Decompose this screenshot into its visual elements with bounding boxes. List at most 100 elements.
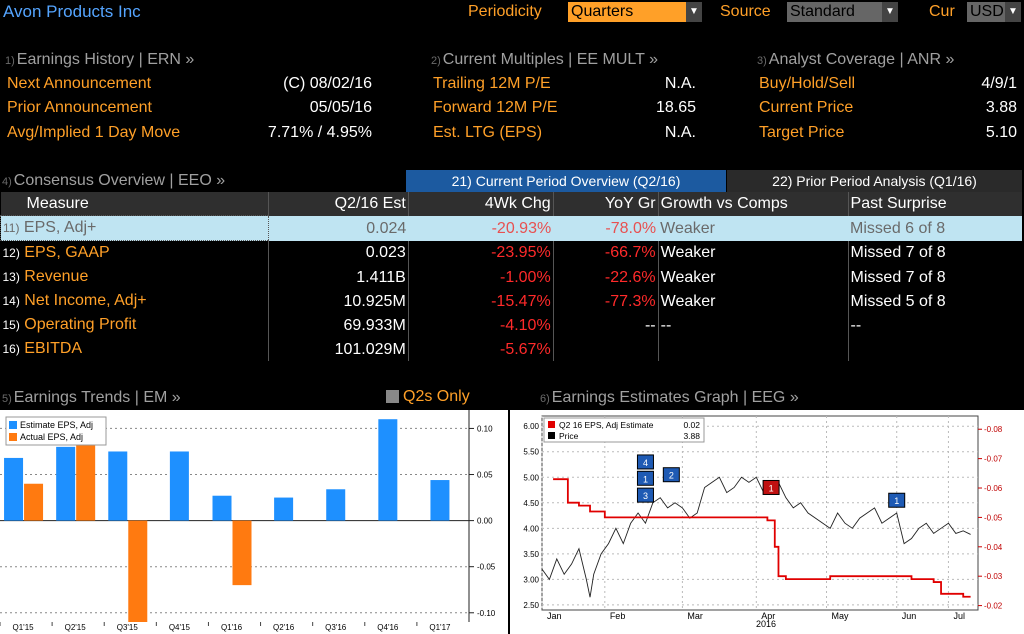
left-y-ticks: 6.00 5.50 5.00 4.50 4.00 3.50 3.00 2.50 [523,422,539,610]
x-tick-label: Feb [610,611,626,621]
section-number: 5) [2,393,12,405]
row-number: 16) [2,342,20,356]
earnings-trends-title-text: Earnings Trends | EM » [13,389,181,406]
event-marker[interactable] [762,479,780,495]
yoy-cell: -77.3% [552,289,659,313]
x-tick-label: Jan [547,611,562,621]
yoy-cell: -66.7% [552,240,659,265]
periodicity-dropdown[interactable]: Quarters [568,2,686,22]
event-marker[interactable] [636,454,654,470]
est-cell: 69.933M [267,313,409,337]
right-tick-label: -0.05 [984,513,1003,522]
tab-prior-period[interactable]: 22) Prior Period Analysis (Q1/16) [727,170,1022,192]
column-header-measure[interactable]: Measure [0,192,269,216]
bar-estimate [430,480,450,521]
consensus-overview-title[interactable]: 4) Consensus Overview | EEO » [2,172,225,190]
table-row[interactable]: 11) EPS, Adj+ 0.024 -20.93% -78.0% Weake… [0,215,1022,241]
currency-dropdown-arrow-icon[interactable]: ▼ [1005,2,1021,22]
legend-label-price: Price [559,431,579,441]
source-dropdown-arrow-icon[interactable]: ▼ [882,2,898,22]
y-tick-label: 0.10 [477,424,493,433]
section-number: 4) [2,176,12,188]
next-announcement-label: Next Announcement [7,75,152,92]
legend-swatch-actual [9,433,17,441]
bar-estimate [212,495,232,521]
earnings-history-title[interactable]: 1) Earnings History | ERN » [5,51,194,69]
q2s-only-label[interactable]: Q2s Only [403,388,470,405]
left-tick-label: 4.00 [523,524,539,533]
left-tick-label: 5.50 [523,448,539,457]
left-tick-label: 3.00 [523,575,539,584]
left-tick-label: 6.00 [523,422,539,431]
section-number: 1) [5,55,15,67]
x-ticks: Jan Feb Mar Apr May Jun Jul [547,611,965,621]
consensus-overview-title-text: Consensus Overview | EEO » [13,172,226,189]
x-tick-label: Jul [953,611,965,621]
chg-cell: -4.10% [407,313,554,337]
table-row[interactable]: 13) Revenue 1.411B -1.00% -22.6% Weaker … [1,265,1022,289]
target-price-label: Target Price [759,124,845,141]
table-row[interactable]: 16) EBITDA 101.029M -5.67% [1,337,1022,361]
analyst-coverage-title-text: Analyst Coverage | ANR » [768,51,955,68]
x-tick-label: Q1'16 [221,623,243,632]
source-dropdown[interactable]: Standard [787,2,882,22]
table-row[interactable]: 14) Net Income, Adj+ 10.925M -15.47% -77… [1,289,1022,313]
next-announcement-value: (C) 08/02/16 [283,75,372,92]
estimates-graph-title-text: Earnings Estimates Graph | EEG » [551,389,799,406]
left-tick-label: 2.50 [523,601,539,610]
column-header-growth-vs-comps[interactable]: Growth vs Comps [657,192,849,216]
earnings-trends-chart: 0.10 0.05 0.00 -0.05 -0.10 Q1'15 Q2'15 Q3'15 Q4… [0,410,508,634]
table-row[interactable]: 12) EPS, GAAP 0.023 -23.95% -66.7% Weake… [1,240,1022,265]
event-marker[interactable] [662,467,680,483]
surprise-cell: -- [847,313,1022,337]
bar-actual [128,520,148,622]
periodicity-dropdown-arrow-icon[interactable]: ▼ [686,2,702,22]
est-cell: 101.029M [267,337,409,361]
chart-background [510,410,1024,634]
legend-swatch-price [548,432,555,439]
legend-label-estimate: Estimate EPS, Adj [20,420,93,430]
column-header-past-surprise[interactable]: Past Surprise [847,192,1022,216]
current-multiples-title[interactable]: 2) Current Multiples | EE MULT » [431,51,658,69]
right-tick-label: -0.02 [984,602,1003,611]
measure-cell: EPS, GAAP [24,244,110,261]
column-header-4wk-chg[interactable]: 4Wk Chg [407,192,554,216]
series-lines [541,476,971,598]
currency-label: Cur [929,3,955,20]
surprise-cell [847,337,1022,361]
bar-estimate [4,457,24,521]
legend: Q2 16 EPS, Adj Estimate 0.02 Price 3.88 [543,417,705,443]
event-marker[interactable] [888,492,906,508]
bar-estimate [326,489,346,521]
y-ticks: 0.10 0.05 0.00 -0.05 -0.10 [469,424,496,618]
column-header-yoy-gr[interactable]: YoY Gr [552,192,659,216]
row-number: 15) [2,318,20,332]
row-number: 14) [2,294,20,308]
left-tick-label: 4.50 [523,499,539,508]
event-marker[interactable] [636,470,654,486]
currency-dropdown[interactable]: USD [967,2,1005,22]
q2s-only-checkbox[interactable] [386,390,399,403]
table-row[interactable]: 15) Operating Profit 69.933M -4.10% -- -… [1,313,1022,337]
event-marker[interactable] [636,487,654,503]
earnings-trends-title[interactable]: 5) Earnings Trends | EM » [2,389,181,407]
forward-pe-label: Forward 12M P/E [433,99,558,116]
right-tick-label: -0.07 [984,455,1003,464]
estimates-graph-chart: 6.005.505.004.504.003.503.002.50 -0.08-0… [510,410,1024,634]
row-number: 11) [3,221,20,235]
consensus-table: Measure Q2/16 Est 4Wk Chg YoY Gr Growth … [0,192,1022,361]
analyst-coverage-title[interactable]: 3) Analyst Coverage | ANR » [757,51,954,69]
event-marker-label: 1 [894,496,899,506]
left-tick-label: 3.50 [523,550,539,559]
growth-cell: Weaker [657,265,849,289]
estimates-graph-title[interactable]: 6) Earnings Estimates Graph | EEG » [540,389,799,407]
column-header-est[interactable]: Q2/16 Est [267,192,409,216]
est-ltg-label: Est. LTG (EPS) [433,124,543,141]
section-number: 3) [757,55,767,67]
tab-current-period[interactable]: 21) Current Period Overview (Q2/16) [406,170,726,192]
forward-pe-value: 18.65 [655,99,696,116]
legend-value-estimate: 0.02 [683,420,700,430]
current-price-label: Current Price [759,99,854,116]
bar-estimate [274,497,294,521]
bar-actual [24,483,44,521]
